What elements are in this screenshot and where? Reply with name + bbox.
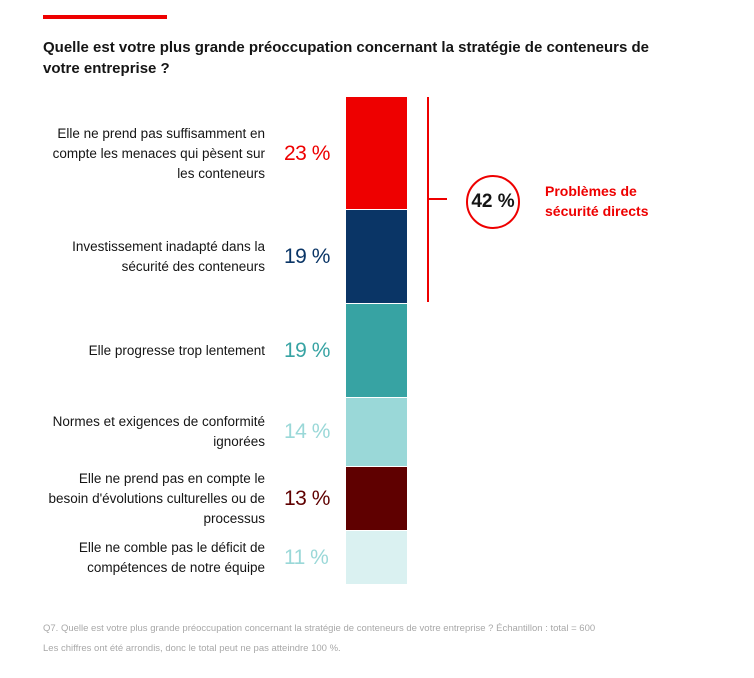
bar-segment bbox=[346, 97, 407, 210]
group-bracket-tick bbox=[427, 198, 447, 200]
category-label: Elle progresse trop lentement bbox=[88, 342, 265, 358]
bar-segment bbox=[346, 397, 407, 466]
group-label: Problèmes de sécurité directs bbox=[545, 183, 649, 219]
category-label: Elle ne prend pas suffisamment en compte… bbox=[52, 125, 265, 181]
bar-segment bbox=[346, 530, 407, 584]
chart-title: Quelle est votre plus grande préoccupati… bbox=[43, 39, 649, 77]
footnote-rounding: Les chiffres ont été arrondis, donc le t… bbox=[43, 643, 341, 654]
category-label: Normes et exigences de conformité ignoré… bbox=[52, 414, 265, 450]
value-label: 11 % bbox=[284, 545, 329, 569]
bar-segment bbox=[346, 304, 407, 397]
category-label: Elle ne prend pas en compte le besoin d'… bbox=[48, 470, 265, 526]
value-label: 14 % bbox=[284, 420, 330, 444]
category-label: Elle ne comble pas le déficit de compéte… bbox=[78, 539, 265, 575]
bar-segment bbox=[346, 210, 407, 304]
accent-rule bbox=[43, 15, 167, 19]
value-label: 23 % bbox=[284, 141, 330, 165]
footnote-question: Q7. Quelle est votre plus grande préoccu… bbox=[43, 623, 596, 634]
value-label: 19 % bbox=[284, 338, 330, 362]
bar-segment bbox=[346, 466, 407, 530]
value-label: 13 % bbox=[284, 486, 330, 510]
category-label: Investissement inadapté dans la sécurité… bbox=[72, 239, 265, 275]
value-label: 19 % bbox=[284, 245, 330, 269]
group-value-circle: 42 % bbox=[466, 175, 520, 229]
